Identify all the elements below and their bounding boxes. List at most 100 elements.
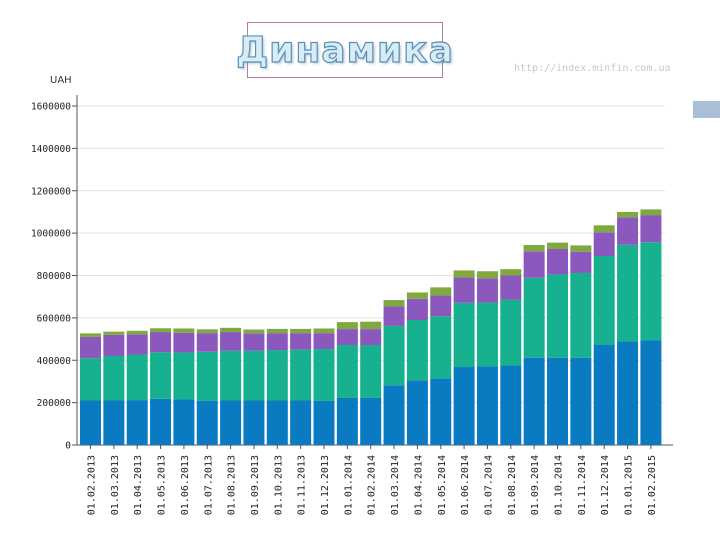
bar-segment: [547, 249, 568, 275]
bar-segment: [360, 329, 382, 345]
bar-segment: [570, 357, 592, 445]
bar-segment: [476, 302, 498, 367]
bar-segment: [196, 329, 218, 334]
y-tick-label: 600000: [37, 313, 72, 324]
bar-segment: [547, 274, 568, 358]
watermark-url: http://index.minfin.com.ua: [514, 63, 671, 74]
bar-segment: [220, 332, 242, 351]
bar-segment: [103, 331, 125, 335]
bar-segment: [243, 400, 265, 445]
bar-segment: [523, 277, 545, 358]
bar-segment: [266, 350, 288, 401]
x-tick-label: 01.07.2013: [203, 455, 214, 515]
bar-segment: [196, 333, 218, 352]
bar-segment: [640, 209, 662, 216]
bar-segment: [80, 333, 101, 337]
bar-segment: [126, 334, 148, 355]
bar-segment: [453, 302, 475, 368]
bar-segment: [150, 352, 172, 399]
bar-segment: [173, 399, 195, 445]
bar-segment: [523, 244, 545, 252]
x-tick-label: 01.08.2014: [507, 455, 518, 515]
bar-segment: [640, 242, 662, 341]
bar-segment: [430, 378, 452, 445]
y-tick-label: 1000000: [31, 229, 71, 240]
bar-segment: [336, 344, 358, 398]
y-tick-label: 0: [65, 441, 71, 452]
x-tick-label: 01.02.2013: [87, 455, 98, 515]
bar-segment: [523, 357, 545, 445]
bar-segment: [150, 328, 172, 333]
bar-segment: [290, 328, 312, 334]
x-tick-label: 01.12.2013: [320, 455, 331, 515]
bar-segment: [103, 356, 125, 401]
bar-segment: [547, 242, 568, 250]
bar-segment: [360, 344, 382, 398]
bar-segment: [103, 334, 125, 357]
bar-segment: [80, 358, 101, 401]
bar-segment: [336, 322, 358, 330]
bar-segment: [617, 217, 639, 245]
bar-segment: [406, 292, 428, 299]
bar-segment: [383, 385, 405, 445]
x-tick-label: 01.08.2013: [227, 455, 238, 515]
bar-segment: [220, 327, 242, 333]
x-tick-label: 01.10.2013: [273, 455, 284, 515]
bar-segment: [476, 278, 498, 303]
bar-segment: [430, 316, 452, 379]
y-tick-label: 200000: [37, 398, 72, 409]
bar-segment: [313, 400, 335, 445]
bar-segment: [313, 349, 335, 401]
bar-segment: [290, 349, 312, 401]
bar-segment: [313, 328, 335, 334]
bar-segment: [523, 251, 545, 278]
bar-segment: [360, 397, 382, 445]
bar-segment: [173, 352, 195, 400]
bar-segment: [453, 270, 475, 278]
bar-segment: [243, 329, 265, 334]
x-tick-label: 01.09.2014: [530, 455, 541, 515]
bar-segment: [406, 380, 428, 445]
y-tick-label: 800000: [37, 271, 72, 282]
bar-segment: [640, 340, 662, 445]
x-tick-label: 01.05.2014: [437, 455, 448, 515]
bar-segment: [80, 400, 101, 445]
bar-segment: [266, 333, 288, 351]
bar-segment: [617, 341, 639, 445]
bar-segment: [243, 350, 265, 401]
x-tick-label: 01.04.2013: [133, 455, 144, 515]
bar-segment: [593, 344, 615, 445]
x-tick-label: 01.03.2014: [390, 455, 401, 515]
bar-segment: [617, 211, 639, 218]
chart-title: Динамика: [235, 29, 454, 71]
side-tab[interactable]: [693, 101, 720, 118]
bar-segment: [430, 295, 452, 317]
x-tick-label: 01.06.2014: [460, 455, 471, 515]
bar-segment: [570, 272, 592, 358]
bar-segment: [266, 328, 288, 334]
bar-segment: [220, 350, 242, 401]
bar-segment: [500, 275, 522, 300]
x-tick-label: 01.03.2013: [110, 455, 121, 515]
bar-segment: [173, 332, 195, 353]
bar-segment: [406, 298, 428, 320]
bar-segment: [593, 225, 615, 233]
bar-segment: [290, 400, 312, 445]
bar-segment: [453, 367, 475, 445]
x-tick-label: 01.11.2014: [577, 455, 588, 515]
bar-segment: [126, 354, 148, 401]
bar-segment: [383, 325, 405, 386]
bar-segment: [476, 271, 498, 279]
bar-segment: [406, 319, 428, 381]
bar-segment: [196, 351, 218, 401]
bar-segment: [336, 329, 358, 345]
title-box: Динамика: [235, 22, 454, 78]
bar-segment: [500, 269, 522, 276]
bar-segment: [476, 366, 498, 445]
x-tick-label: 01.10.2014: [554, 455, 565, 515]
x-tick-label: 01.02.2015: [647, 455, 658, 515]
x-tick-label: 01.05.2013: [157, 455, 168, 515]
bar-segment: [313, 333, 335, 350]
bar-segment: [150, 332, 172, 353]
bar-segment: [500, 299, 522, 366]
